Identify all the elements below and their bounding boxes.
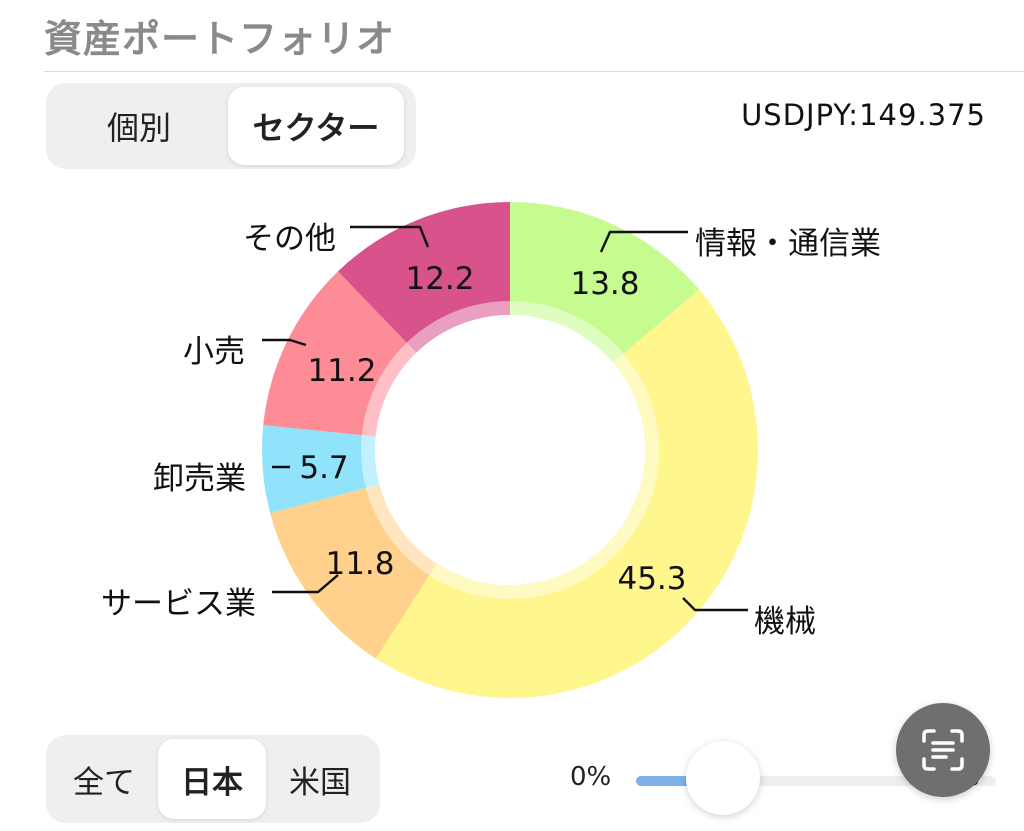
slider-thumb[interactable] bbox=[686, 741, 760, 815]
leader-line-1 bbox=[599, 230, 688, 253]
slider-fill bbox=[636, 776, 708, 786]
text-scan-icon bbox=[922, 729, 964, 771]
slice-category-label: サービス業 bbox=[101, 586, 256, 622]
slider-min-label: 0% bbox=[570, 762, 612, 792]
slice-value-label: 11.2 bbox=[307, 353, 376, 389]
slice-value-label: 12.2 bbox=[405, 261, 474, 297]
tab-individual[interactable]: 個別 bbox=[106, 109, 171, 147]
tab-japan[interactable]: 日本 bbox=[158, 739, 266, 819]
header-divider bbox=[44, 71, 1024, 72]
tab-sector[interactable]: セクター bbox=[228, 87, 404, 165]
slice-value-label: 45.3 bbox=[617, 561, 686, 597]
slice-category-label: 機械 bbox=[754, 604, 816, 640]
text-scan-button[interactable] bbox=[896, 703, 990, 797]
slice-value-label: 11.8 bbox=[325, 546, 394, 582]
slice-5[interactable] bbox=[263, 271, 417, 437]
exchange-rate: USDJPY:149.375 bbox=[741, 98, 986, 132]
view-toggle: 個別 セクター bbox=[46, 83, 416, 169]
tab-all[interactable]: 全て bbox=[73, 764, 135, 801]
slice-4[interactable] bbox=[261, 425, 380, 514]
slice-category-label: 卸売業 bbox=[153, 461, 246, 497]
slider-track[interactable] bbox=[636, 776, 996, 786]
page-title: 資産ポートフォリオ bbox=[44, 17, 396, 61]
slice-value-label: 13.8 bbox=[570, 266, 639, 302]
slice-6[interactable] bbox=[337, 202, 510, 353]
leader-line-6 bbox=[350, 225, 430, 248]
region-toggle: 全て 日本 米国 bbox=[46, 735, 380, 823]
slice-category-label: 情報・通信業 bbox=[695, 226, 881, 262]
sector-donut-chart: 13.8 情報・通信業 45.3 機械 11.8 サービス業 5.7 卸売業 11.2 小売 12.… bbox=[101, 202, 881, 698]
slice-1[interactable] bbox=[510, 202, 700, 363]
leader-line-3 bbox=[272, 574, 339, 594]
slice-2[interactable] bbox=[375, 289, 758, 698]
slice-category-label: その他 bbox=[243, 221, 336, 257]
leader-line-5 bbox=[262, 338, 307, 347]
leader-line-2 bbox=[682, 597, 748, 612]
tab-us[interactable]: 米国 bbox=[289, 764, 351, 801]
slice-3[interactable] bbox=[270, 484, 437, 659]
slice-category-label: 小売 bbox=[183, 334, 245, 370]
donut-hole bbox=[375, 315, 645, 585]
slice-value-label: 5.7 bbox=[299, 450, 348, 486]
